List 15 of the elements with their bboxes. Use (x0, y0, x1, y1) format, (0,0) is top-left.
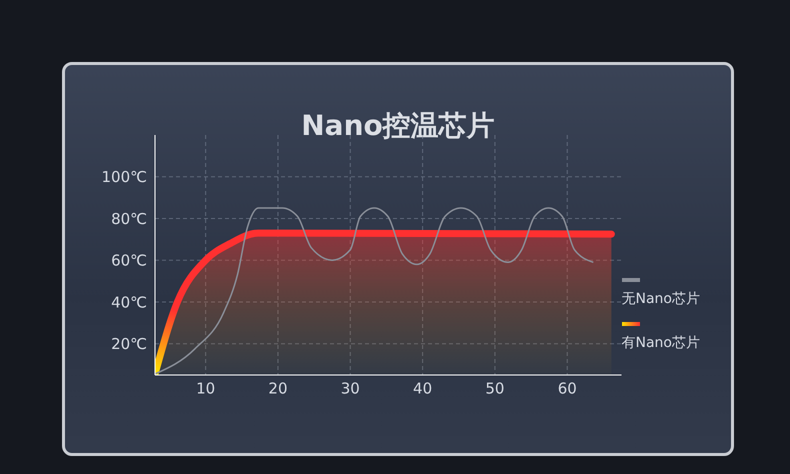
line-series (155, 207, 594, 375)
y-tick-label: 40℃ (111, 293, 147, 312)
x-tick-label: 40 (413, 380, 432, 398)
x-tick-label: 50 (485, 380, 504, 398)
x-tick-label: 60 (558, 380, 577, 398)
y-tick-label: 60℃ (111, 252, 147, 270)
y-tick-label: 80℃ (111, 210, 147, 228)
chart-title: Nano控温芯片 (300, 108, 496, 144)
y-tick-label: 20℃ (111, 335, 147, 354)
legend-label: 无Nano芯片 (622, 291, 700, 307)
x-tick-label: 30 (340, 380, 360, 398)
legend-label: 有Nano芯片 (622, 335, 700, 351)
x-tick-label: 10 (196, 380, 216, 398)
x-tick-label: 20 (268, 380, 288, 398)
y-tick-label: 100℃ (102, 168, 147, 186)
